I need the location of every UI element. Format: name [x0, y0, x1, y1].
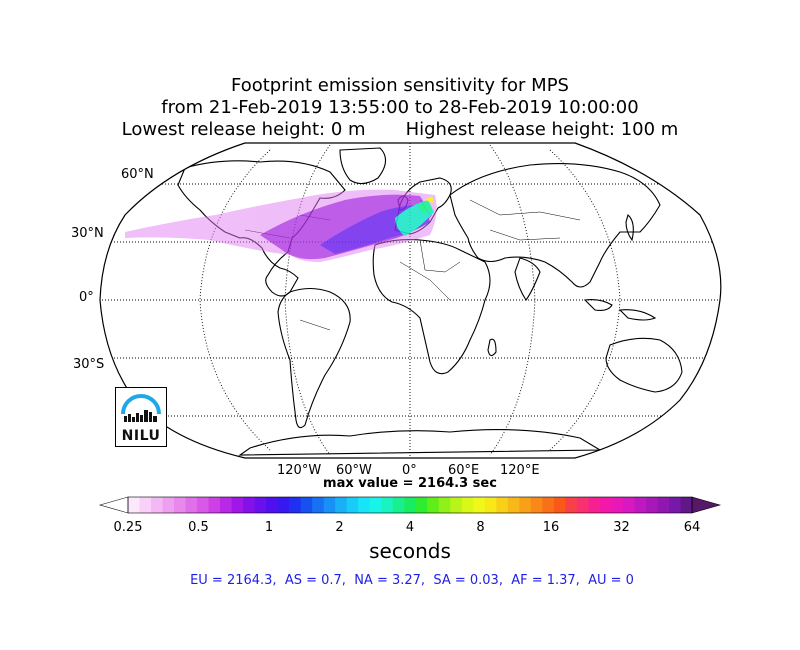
region-totals: EU = 2164.3, AS = 0.7, NA = 3.27, SA = 0… — [190, 573, 634, 588]
colorbar-cell — [611, 497, 624, 513]
colorbar-cell — [438, 497, 451, 513]
colorbar-cell — [680, 497, 693, 513]
colorbar-cell — [300, 497, 313, 513]
colorbar-cell — [128, 497, 141, 513]
colorbar-over-arrow — [691, 496, 722, 514]
colorbar-tick-label: 0.25 — [113, 520, 143, 535]
colorbar-tick-label: 8 — [476, 520, 485, 535]
colorbar-cell — [519, 497, 532, 513]
colorbar-cell — [484, 497, 497, 513]
colorbar-tick-label: 2 — [335, 520, 344, 535]
colorbar-cell — [392, 497, 405, 513]
graticule — [100, 143, 721, 458]
colorbar-cell — [450, 497, 463, 513]
colorbar-cell — [565, 497, 578, 513]
colorbar-cell — [599, 497, 613, 513]
colorbar-cell — [622, 497, 636, 513]
colorbar-cell — [231, 497, 244, 513]
max-value-label: max value = 2164.3 sec — [323, 476, 497, 491]
colorbar-cell — [427, 497, 440, 513]
colorbar-cell — [404, 497, 417, 513]
colorbar-cell — [645, 497, 659, 513]
colorbar-cell — [576, 497, 590, 513]
lat-label-30n: 30°N — [71, 226, 104, 241]
colorbar-cell — [415, 497, 428, 513]
world-map — [99, 142, 722, 459]
colorbar-cell — [668, 497, 682, 513]
colorbar-cell — [151, 497, 164, 513]
colorbar-cell — [346, 497, 359, 513]
colorbar-cell — [289, 497, 302, 513]
lon-label-60w: 60°W — [336, 463, 372, 478]
colorbar-cell — [588, 497, 601, 513]
title-line-3: Lowest release height: 0 m Highest relea… — [121, 119, 679, 140]
colorbar-cell — [162, 497, 175, 513]
map-boundary — [99, 142, 722, 459]
plume — [125, 189, 437, 262]
colorbar-tick-label: 64 — [683, 520, 701, 535]
colorbar-cell — [461, 497, 474, 513]
colorbar-cell — [208, 497, 221, 513]
lon-label-120w: 120°W — [277, 463, 322, 478]
title-line-2: from 21-Feb-2019 13:55:00 to 28-Feb-2019… — [161, 97, 639, 118]
colorbar-tick-label: 1 — [264, 520, 274, 535]
colorbar-cell — [634, 497, 647, 513]
colorbar-cell — [358, 497, 371, 513]
colorbar-cell — [254, 497, 267, 513]
lon-label-0: 0° — [402, 463, 417, 478]
lon-label-60e: 60°E — [448, 463, 480, 478]
colorbar-tick-label: 0.5 — [188, 520, 209, 535]
coastlines — [177, 147, 683, 456]
colorbar-cell — [312, 497, 325, 513]
colorbar-cell — [243, 497, 256, 513]
lat-label-0: 0° — [79, 290, 94, 305]
colorbar-tick-label: 4 — [405, 520, 415, 535]
colorbar-cell — [185, 497, 198, 513]
colorbar-cell — [335, 497, 348, 513]
lat-label-30s: 30°S — [73, 357, 105, 372]
colorbar-cell — [266, 497, 279, 513]
nilu-logo: NILU — [115, 387, 167, 447]
colorbar-cell — [381, 497, 394, 513]
lat-label-60n: 60°N — [121, 167, 154, 182]
colorbar-cell — [657, 497, 670, 513]
colorbar-tick-label: 16 — [542, 520, 560, 535]
colorbar-tick-label: 32 — [613, 520, 630, 535]
colorbar-label: seconds — [369, 539, 451, 563]
title-line-1: Footprint emission sensitivity for MPS — [231, 75, 569, 96]
colorbar-cell — [530, 497, 543, 513]
colorbar-cell — [220, 497, 233, 513]
colorbar-cell — [369, 497, 382, 513]
colorbar-cell — [174, 497, 187, 513]
colorbar-cell — [496, 497, 509, 513]
colorbar-cell — [197, 497, 210, 513]
colorbar-cell — [473, 497, 486, 513]
colorbar-cell — [323, 497, 336, 513]
colorbar-under-arrow — [98, 496, 129, 514]
logo-text: NILU — [121, 428, 161, 444]
colorbar-cell — [277, 497, 290, 513]
lon-label-120e: 120°E — [500, 463, 540, 478]
colorbar-cell — [553, 497, 566, 513]
colorbar-cell — [139, 497, 152, 513]
colorbar-cell — [542, 497, 555, 513]
colorbar-cell — [507, 497, 520, 513]
